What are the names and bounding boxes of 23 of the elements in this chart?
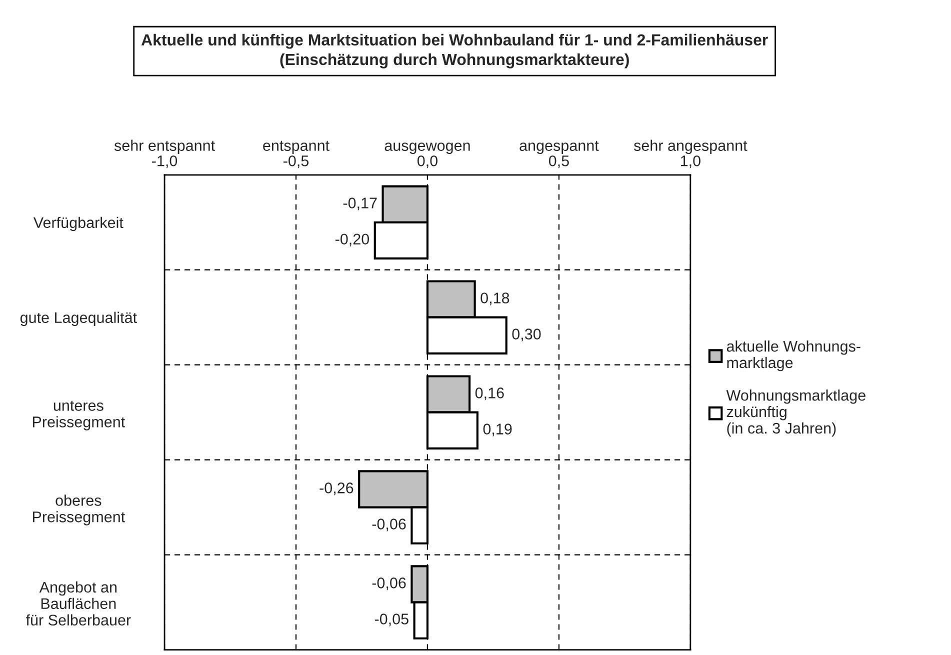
data-label: -0,17 [343, 198, 377, 210]
data-label: -0,06 [372, 518, 406, 532]
x-tick-label: ausgewogen 0,0 [384, 142, 470, 168]
data-label: 0,19 [483, 424, 512, 436]
data-label: -0,06 [372, 578, 406, 590]
legend-label: aktuelle Wohnungs- marktlage [726, 340, 860, 372]
data-label: 0,30 [512, 328, 541, 342]
x-tick-label: sehr angespannt 1,0 [634, 140, 748, 168]
y-tick-label: oberes Preissegment [32, 494, 126, 526]
data-label: -0,26 [320, 482, 354, 496]
data-label: -0,05 [374, 614, 408, 626]
y-tick-label: gute Lagequalität [20, 312, 137, 326]
y-tick-label: Angebot an Bauflächen für Selberbauer [26, 581, 131, 626]
data-label: 0,16 [475, 388, 504, 400]
data-label: -0,20 [335, 234, 370, 246]
y-tick-label: Verfügbarkeit [33, 216, 124, 232]
chart-title: Aktuelle und künftige Marktsituation bei Wohnbauland für 1- und 2-Familienhäuser (Einschätzung durch Wohnungsmarktakteure) [141, 34, 768, 68]
y-tick-label: unteres Preissegment [32, 400, 126, 430]
x-tick-label: entspannt -0,5 [263, 140, 330, 168]
x-tick-label: sehr entspannt -1,0 [114, 140, 215, 168]
x-tick-label: angespannt 0,5 [520, 140, 599, 168]
legend-label: Wohnungsmarktlage zukünftig (in ca. 3 Jahren) [726, 390, 866, 437]
data-label: 0,18 [480, 292, 510, 306]
